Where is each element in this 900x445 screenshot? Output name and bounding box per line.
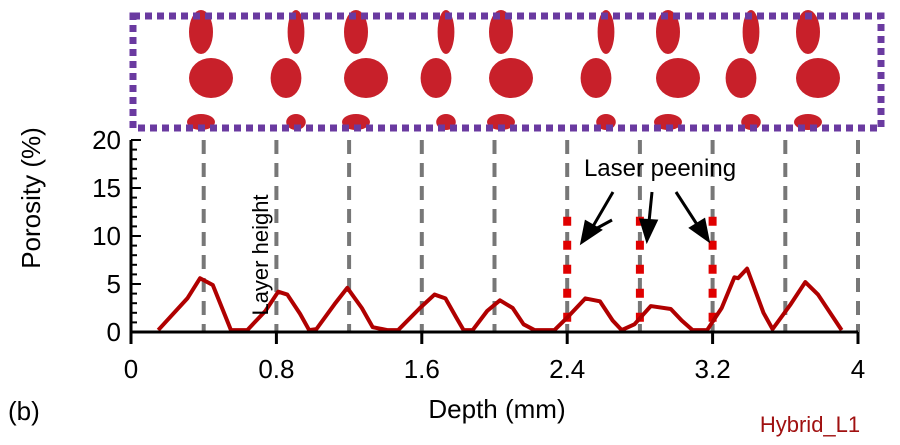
pore-blob [656, 58, 700, 98]
pore-image-strip [187, 10, 840, 130]
layer-lines [201, 140, 860, 332]
pore-image-frame [129, 12, 885, 132]
axes: 0 5 10 15 20 0 0.8 1.6 2.4 3.2 4 [92, 125, 865, 384]
pore-blob [187, 114, 215, 130]
pore-blob [287, 10, 305, 54]
x-tick-label: 3.2 [695, 354, 731, 384]
y-axis-label: Porosity (%) [16, 127, 46, 269]
pore-blob [489, 10, 513, 54]
pore-blob [270, 58, 302, 98]
porosity-line [156, 266, 844, 333]
y-tick-label: 15 [92, 173, 121, 203]
pore-blob [725, 58, 757, 98]
laser-peening-annotation: Laser peening [584, 155, 736, 182]
pore-blob [597, 10, 615, 54]
x-tick-label: 1.6 [404, 354, 440, 384]
x-tick-label: 0.8 [258, 354, 294, 384]
pore-blob [580, 58, 612, 98]
pore-blob [437, 10, 455, 54]
pore-blob [344, 58, 388, 98]
pore-blob [489, 58, 533, 98]
y-tick-label: 10 [92, 221, 121, 251]
pore-blob [420, 58, 452, 98]
x-tick-label: 4 [851, 354, 865, 384]
pore-blob [742, 10, 760, 54]
pore-blob [796, 10, 820, 54]
sample-label: Hybrid_L1 [760, 412, 860, 437]
pore-blob [344, 10, 368, 54]
pore-blob [487, 114, 515, 130]
peening-lines [563, 216, 717, 332]
y-tick-label: 0 [107, 317, 121, 347]
arrows [579, 191, 711, 246]
pore-blob [656, 10, 680, 54]
x-axis-label: Depth (mm) [428, 394, 565, 424]
y-tick-label: 5 [107, 269, 121, 299]
x-tick-label: 2.4 [549, 354, 585, 384]
pore-blob [796, 58, 840, 98]
panel-label: (b) [8, 396, 40, 426]
pore-blob [189, 10, 213, 54]
pore-blob [189, 58, 233, 98]
y-tick-label: 20 [92, 125, 121, 155]
x-tick-label: 0 [124, 354, 138, 384]
layer-height-annotation: Layer height [248, 194, 273, 315]
